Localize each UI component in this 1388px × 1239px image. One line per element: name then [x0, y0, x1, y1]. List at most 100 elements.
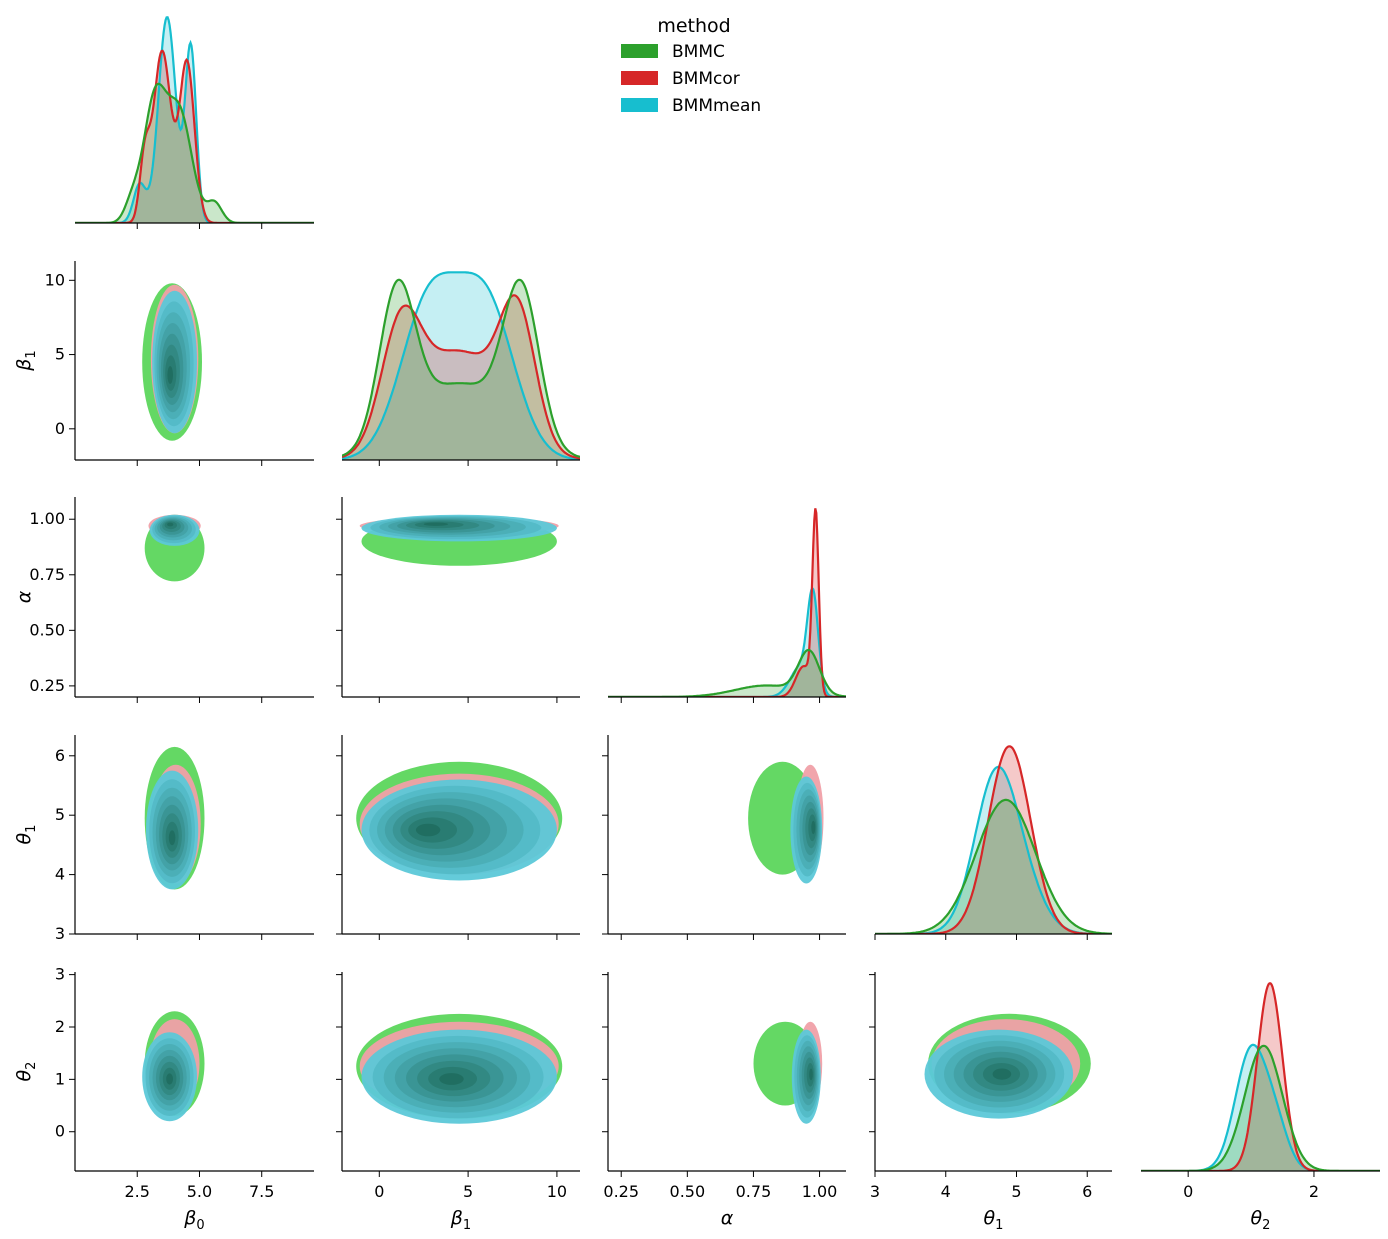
kde-line-bmmcor: [342, 294, 580, 460]
x-axis-label-beta1: β1: [450, 1207, 471, 1233]
y-tick-label-alpha: 0.75: [29, 565, 65, 584]
y-axis-label-theta2: θ2: [13, 1062, 39, 1082]
y-axis-label-theta1: θ1: [13, 825, 39, 845]
legend-title: method: [657, 15, 730, 37]
x-tick-label-beta1: 0: [374, 1182, 384, 1201]
x-tick-label-beta1: 10: [547, 1182, 567, 1201]
y-tick-label-theta2: 2: [55, 1017, 65, 1036]
y-tick-label-theta2: 1: [55, 1069, 65, 1088]
panel-beta0-vs-beta0: [75, 16, 314, 229]
kde-line-bmmc: [875, 798, 1112, 934]
kde-line-bmmc: [608, 648, 846, 697]
legend-swatch-bmmcor: [621, 71, 658, 85]
kde-fill-bmmc: [608, 650, 846, 697]
kde-line-bmmcor: [75, 49, 314, 223]
x-axis-label-beta0: β0: [183, 1207, 204, 1233]
contour-bmmmean-level-7: [423, 522, 449, 526]
pair-plot-panels: 0 5 10 β1 0.25 0.50 0.75 1.00 α 3 4 5 6 θ1 0 1 2 3 2.5 5.0 7…: [13, 16, 1380, 1233]
x-tick-label-alpha: 0.50: [670, 1182, 706, 1201]
x-tick-label-beta0: 5.0: [187, 1182, 212, 1201]
y-tick-label-theta1: 4: [55, 865, 65, 884]
kde-fill-bmmc: [875, 799, 1112, 934]
contour-bmmmean-level-7: [167, 522, 174, 527]
y-tick-label-beta1: 5: [55, 345, 65, 364]
kde-line-bmmmean: [75, 16, 314, 223]
legend-label-bmmcor: BMMcor: [672, 69, 740, 89]
contour-bmmmean-level-7: [811, 820, 816, 835]
y-tick-label-alpha: 0.50: [29, 620, 65, 639]
kde-line-bmmmean: [342, 271, 580, 460]
kde-fill-bmmc: [1141, 1045, 1380, 1171]
y-tick-label-theta1: 6: [55, 746, 65, 765]
kde-fill-bmmcor: [1141, 983, 1380, 1171]
panel-alpha-vs-alpha: [608, 508, 846, 703]
contour-bmmmean-level-7: [168, 830, 176, 846]
kde-fill-bmmmean: [1141, 1044, 1380, 1171]
contour-bmmmean-level-7: [167, 366, 173, 384]
contour-bmmmean-level-7: [992, 1068, 1012, 1080]
contour-bmmmean-level-7: [809, 1068, 813, 1081]
panel-theta1-vs-beta0: 3 4 5 6 θ1: [13, 735, 314, 943]
kde-fill-bmmmean: [608, 588, 846, 697]
x-tick-label-beta1: 5: [463, 1182, 473, 1201]
kde-fill-bmmcor: [342, 295, 580, 460]
legend-swatch-bmmmean: [621, 98, 658, 112]
panel-theta2-vs-beta1: 0 5 10 β1: [336, 972, 580, 1233]
kde-line-bmmc: [1141, 1044, 1380, 1171]
x-tick-label-theta1: 3: [870, 1182, 880, 1201]
kde-line-bmmcor: [608, 508, 846, 697]
y-tick-label-theta1: 5: [55, 805, 65, 824]
panel-theta2-vs-alpha: 0.25 0.50 0.75 1.00 α: [602, 972, 846, 1229]
panel-theta2-vs-theta2: 0 2 θ2: [1141, 982, 1380, 1233]
y-tick-label-beta1: 10: [45, 270, 65, 289]
panel-theta1-vs-alpha: [602, 735, 846, 940]
y-axis-label-beta1: β1: [13, 350, 39, 371]
legend-label-bmmc: BMMC: [672, 42, 725, 62]
contour-bmmmean-level-7: [415, 823, 441, 837]
kde-line-bmmcor: [1141, 982, 1380, 1171]
y-tick-label-alpha: 1.00: [29, 509, 65, 528]
kde-fill-bmmmean: [342, 272, 580, 460]
y-tick-label-theta1: 3: [55, 924, 65, 943]
contour-bmmmean-level-7: [439, 1073, 464, 1085]
contour-bmmmean-level-7: [166, 1073, 174, 1085]
x-tick-label-theta1: 4: [941, 1182, 951, 1201]
kde-line-bmmmean: [1141, 1043, 1380, 1171]
legend-swatch-bmmc: [621, 44, 658, 58]
kde-fill-bmmc: [342, 279, 580, 460]
panel-theta2-vs-theta1: 3 4 5 6 θ1: [869, 972, 1112, 1233]
y-axis-label-alpha: α: [13, 590, 35, 603]
x-tick-label-alpha: 0.25: [603, 1182, 639, 1201]
kde-fill-bmmmean: [875, 766, 1112, 934]
kde-line-bmmcor: [875, 745, 1112, 934]
y-tick-label-alpha: 0.25: [29, 676, 65, 695]
panel-alpha-vs-beta1: [336, 497, 580, 703]
panel-theta1-vs-beta1: [336, 735, 580, 940]
panel-theta1-vs-theta1: [874, 745, 1112, 940]
legend-label-bmmmean: BMMmean: [672, 96, 761, 116]
y-tick-label-beta1: 0: [55, 419, 65, 438]
kde-fill-bmmc: [75, 83, 314, 223]
kde-line-bmmc: [342, 278, 580, 458]
y-tick-label-theta2: 3: [55, 965, 65, 984]
kde-line-bmmc: [75, 82, 314, 223]
panel-beta1-vs-beta0: 0 5 10 β1: [13, 261, 314, 466]
y-tick-label-theta2: 0: [55, 1122, 65, 1141]
x-tick-label-alpha: 0.75: [736, 1182, 772, 1201]
x-tick-label-beta0: 7.5: [249, 1182, 274, 1201]
kde-line-bmmmean: [608, 586, 846, 697]
x-tick-label-theta1: 5: [1011, 1182, 1021, 1201]
panel-alpha-vs-beta0: 0.25 0.50 0.75 1.00 α: [13, 497, 314, 703]
x-tick-label-theta2: 0: [1183, 1182, 1193, 1201]
x-tick-label-theta2: 2: [1309, 1182, 1319, 1201]
panel-beta1-vs-beta1: [342, 271, 580, 466]
x-tick-label-alpha: 1.00: [802, 1182, 838, 1201]
x-tick-label-theta1: 6: [1082, 1182, 1092, 1201]
x-axis-label-theta1: θ1: [984, 1207, 1004, 1233]
legend: method BMMC BMMcor BMMmean: [621, 15, 761, 116]
x-tick-label-beta0: 2.5: [125, 1182, 150, 1201]
x-axis-label-theta2: θ2: [1251, 1207, 1271, 1233]
legend-entries: BMMC BMMcor BMMmean: [621, 42, 761, 116]
kde-fill-bmmcor: [875, 746, 1112, 934]
